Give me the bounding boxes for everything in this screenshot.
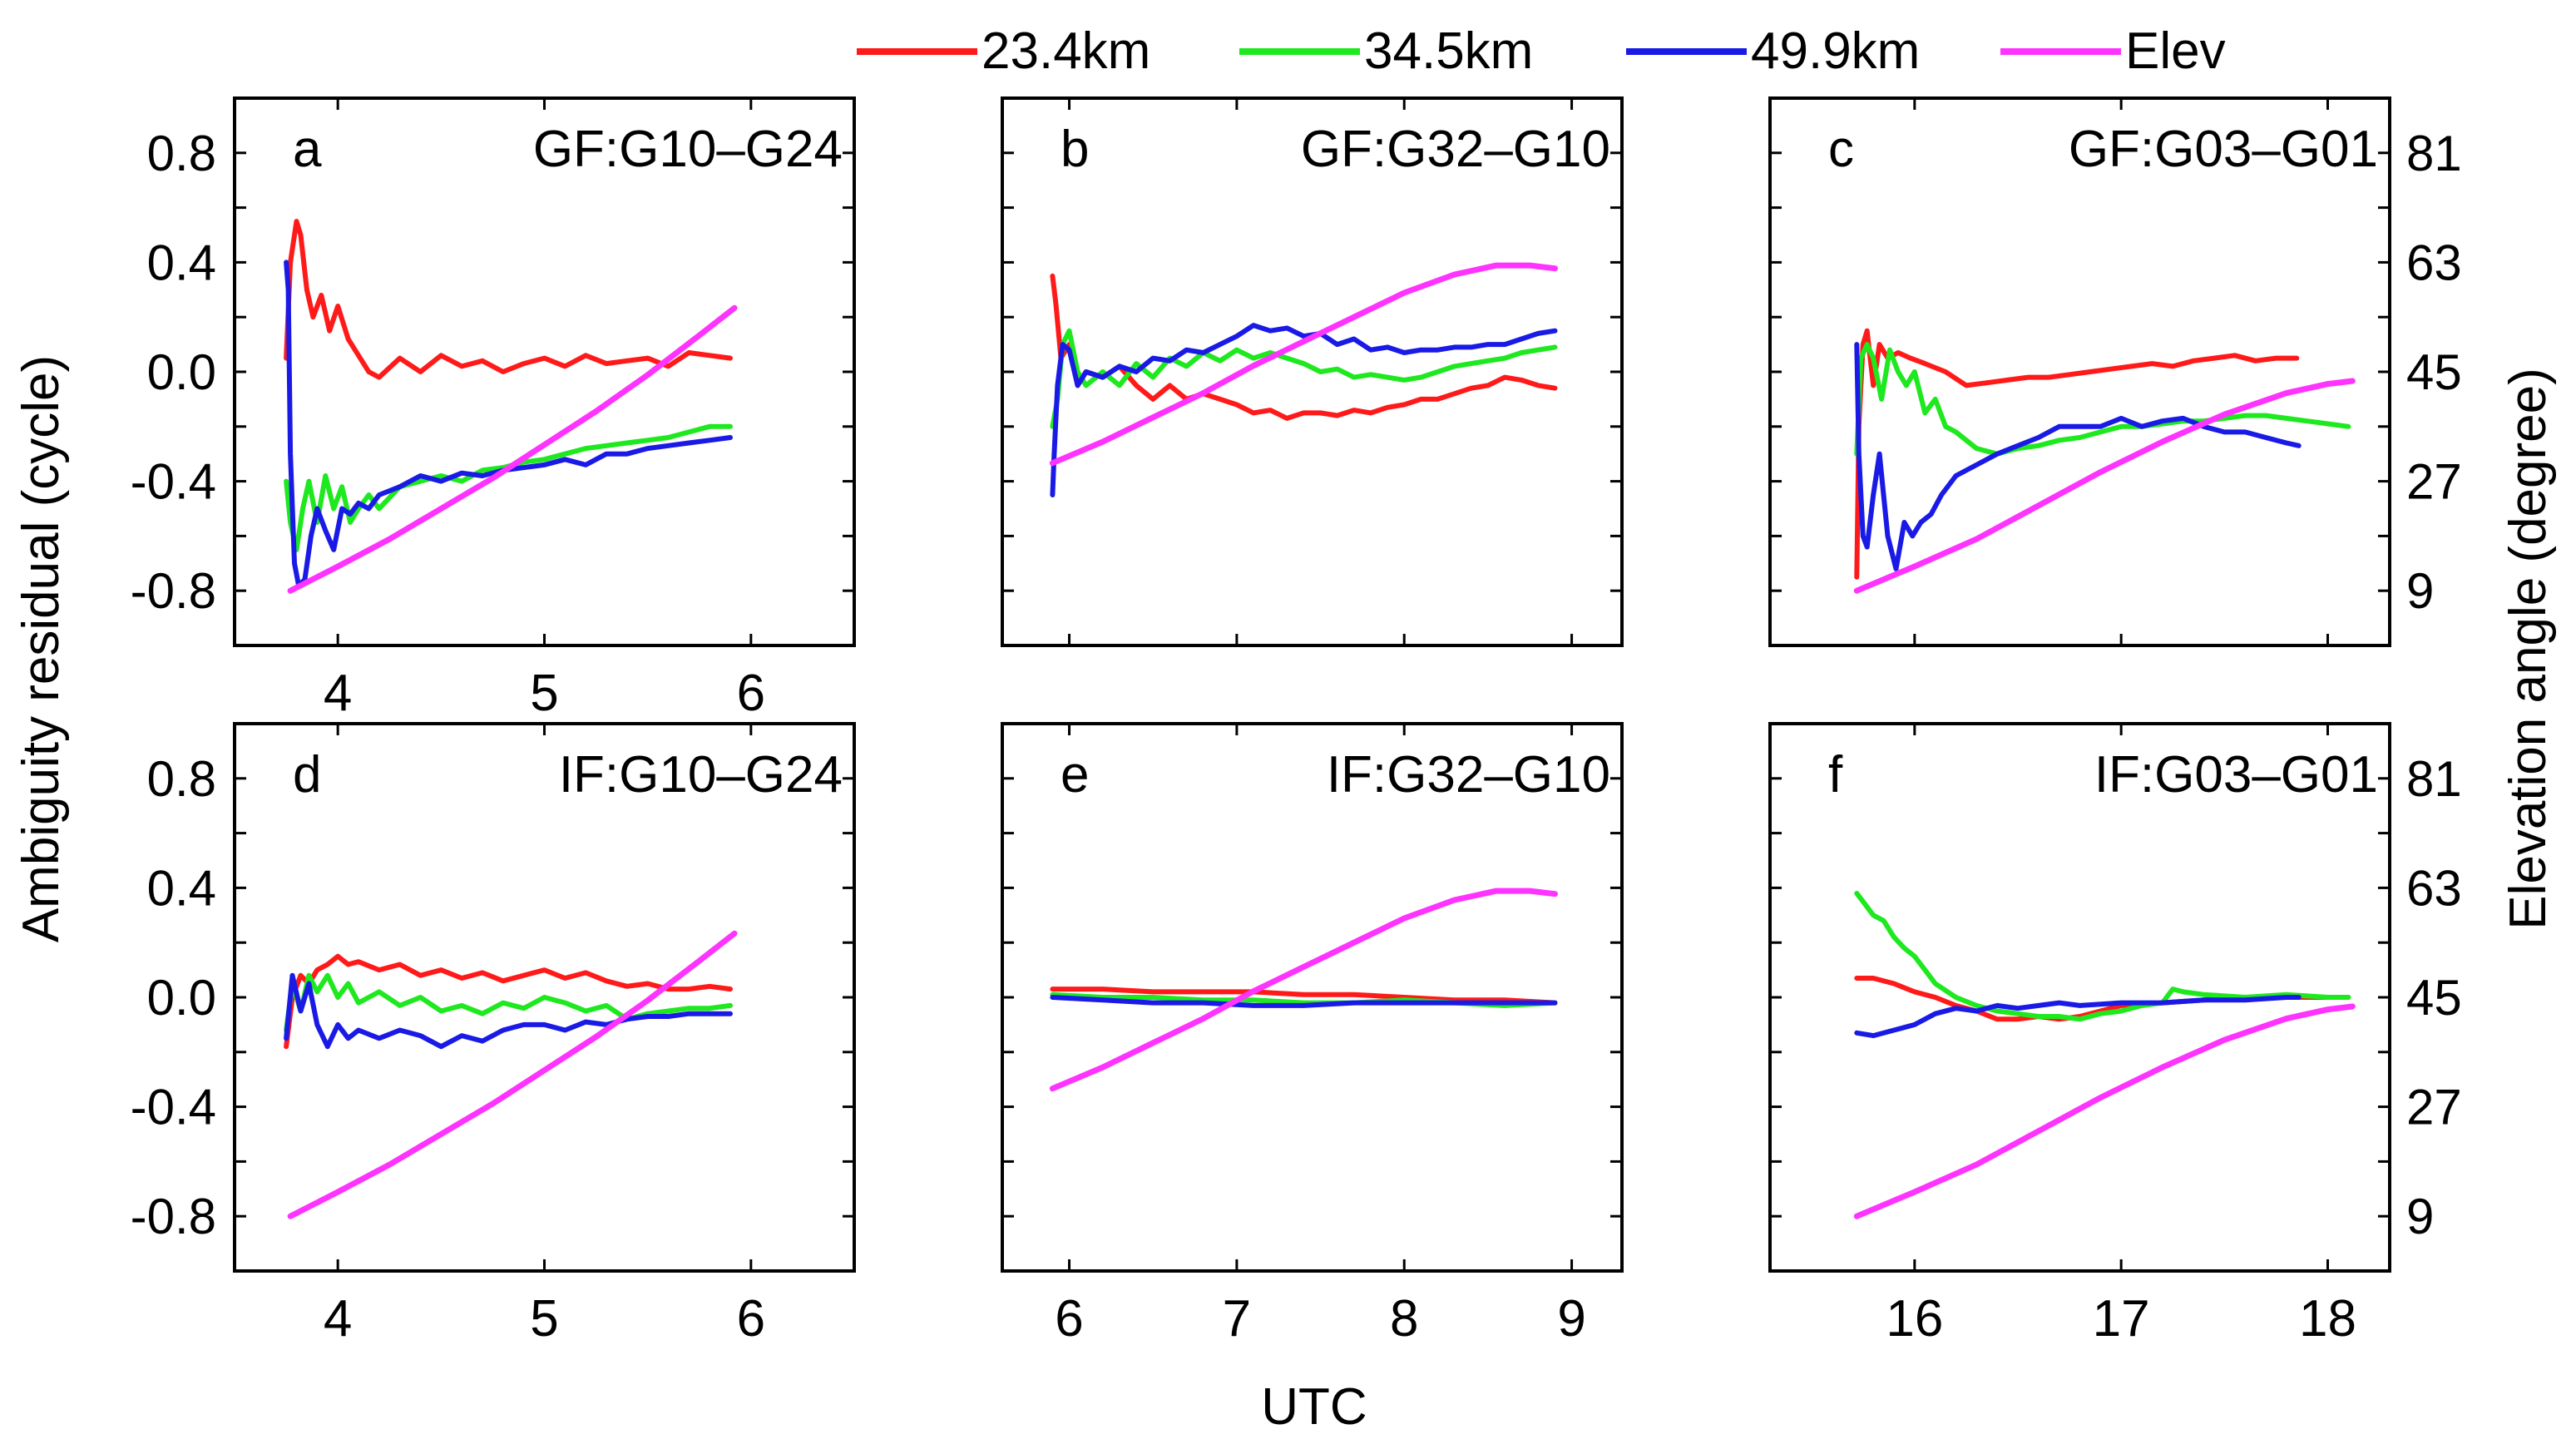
legend-item-34-5km: 34.5km — [1239, 22, 1533, 80]
panel-title: IF:G03–G01 — [2094, 746, 2378, 804]
series-line-34-5km — [284, 972, 733, 1033]
x-tick-label: 5 — [530, 1290, 558, 1348]
x-tick-label: 8 — [1390, 1290, 1418, 1348]
legend: 23.4km 34.5km 49.9km Elev — [857, 22, 2226, 80]
series-line-34-5km — [1854, 891, 2351, 1022]
panel-title: GF:G10–G24 — [533, 121, 843, 178]
y2-tick-label: 45 — [2406, 970, 2462, 1026]
x-tick-label: 6 — [737, 1290, 765, 1348]
panel-letter: b — [1061, 121, 1089, 178]
series-line-elev — [1049, 888, 1558, 1092]
y2-tick-label: 27 — [2406, 1080, 2462, 1135]
series-line-elev — [287, 930, 738, 1219]
y2-tick-label: 45 — [2406, 344, 2462, 400]
series-line-49-9km — [1050, 995, 1558, 1008]
legend-item-23-4km: 23.4km — [857, 22, 1150, 80]
y-tick-label: 0.4 — [147, 860, 216, 916]
legend-label: Elev — [2125, 22, 2226, 80]
series-line-49-9km — [1050, 323, 1558, 497]
x-tick-label: 16 — [1886, 1290, 1943, 1348]
series-line-elev — [1853, 378, 2356, 594]
y2-tick-label: 81 — [2406, 751, 2462, 807]
x-tick-label: 17 — [2093, 1290, 2150, 1348]
plot-frame — [1001, 96, 1624, 647]
series-line-49-9km — [284, 260, 733, 588]
x-tick-label: 4 — [324, 665, 352, 722]
panel-letter: f — [1828, 746, 1843, 804]
x-tick-label: 6 — [737, 665, 765, 722]
panels: 0.80.40.0-0.4-0.84 5 6a GF:G10–G24 b GF:G32–G… — [131, 96, 2462, 1348]
y-axis-right-label: Elevation angle (degree) — [2499, 368, 2557, 930]
series-line-34-5km — [1854, 342, 2351, 457]
x-tick-label: 9 — [1557, 1290, 1585, 1348]
x-tick-label: 18 — [2299, 1290, 2356, 1348]
series-line-23-4km — [284, 953, 733, 1050]
x-axis-label: UTC — [1261, 1378, 1367, 1436]
y-tick-label: 0.8 — [147, 751, 216, 807]
legend-label: 34.5km — [1364, 22, 1533, 80]
panel-f: 81 63 45 27 9 16 17 18 f IF:G03–G01 — [1768, 722, 2462, 1348]
panel-letter: e — [1061, 746, 1089, 804]
panel-letter: a — [293, 121, 322, 178]
y-axis-left-label: Ambiguity residual (cycle) — [12, 355, 70, 942]
series-line-23-4km — [1050, 987, 1558, 1006]
y2-tick-label: 63 — [2406, 860, 2462, 916]
panel-b: b GF:G32–G10 — [1001, 96, 1624, 647]
y-tick-label: 0.4 — [147, 235, 216, 290]
panel-e: 6 7 8 9 e IF:G32–G10 — [1001, 722, 1624, 1348]
panel-title: GF:G32–G10 — [1301, 121, 1610, 178]
y-tick-label: -0.4 — [131, 454, 216, 510]
y2-tick-label: 9 — [2406, 563, 2434, 619]
series-line-23-4km — [1854, 328, 2300, 580]
panel-letter: d — [293, 746, 321, 804]
y2-tick-label: 81 — [2406, 126, 2462, 181]
panel-title: GF:G03–G01 — [2069, 121, 2378, 178]
y-tick-label: 0.0 — [147, 344, 216, 400]
x-tick-label: 5 — [530, 665, 558, 722]
y2-tick-label: 63 — [2406, 235, 2462, 290]
panel-letter: c — [1828, 121, 1854, 178]
y2-tick-label: 9 — [2406, 1189, 2434, 1244]
x-tick-label: 6 — [1055, 1290, 1083, 1348]
series-line-49-9km — [1854, 995, 2302, 1039]
series-line-49-9km — [1854, 342, 2302, 571]
y-tick-label: -0.8 — [131, 563, 216, 619]
legend-item-elev: Elev — [2000, 22, 2226, 80]
y-tick-label: 0.0 — [147, 970, 216, 1026]
y2-tick-label: 27 — [2406, 454, 2462, 510]
y-tick-label: -0.4 — [131, 1080, 216, 1135]
x-tick-label: 4 — [324, 1290, 352, 1348]
series-line-49-9km — [284, 972, 733, 1050]
y-tick-label: 0.8 — [147, 126, 216, 181]
panel-title: IF:G10–G24 — [559, 746, 843, 804]
series-line-elev — [1853, 1003, 2356, 1219]
y-tick-label: -0.8 — [131, 1189, 216, 1244]
panel-c: 81 63 45 27 9 c GF:G03–G01 — [1768, 96, 2462, 647]
plot-frame — [233, 96, 856, 647]
panel-a: 0.8 0.4 0.0 -0.4 -0.8 4 5 6 a GF:G10–G24 — [131, 96, 856, 722]
legend-label: 23.4km — [981, 22, 1150, 80]
legend-item-49-9km: 49.9km — [1626, 22, 1920, 80]
series-line-elev — [287, 304, 738, 594]
x-tick-label: 7 — [1223, 1290, 1251, 1348]
legend-label: 49.9km — [1751, 22, 1920, 80]
series-line-23-4km — [284, 219, 733, 380]
panel-d: 0.8 0.4 0.0 -0.4 -0.8 4 5 6 d IF:G10–G24 — [131, 722, 856, 1348]
panel-title: IF:G32–G10 — [1327, 746, 1610, 804]
series-line-elev — [1049, 262, 1558, 467]
